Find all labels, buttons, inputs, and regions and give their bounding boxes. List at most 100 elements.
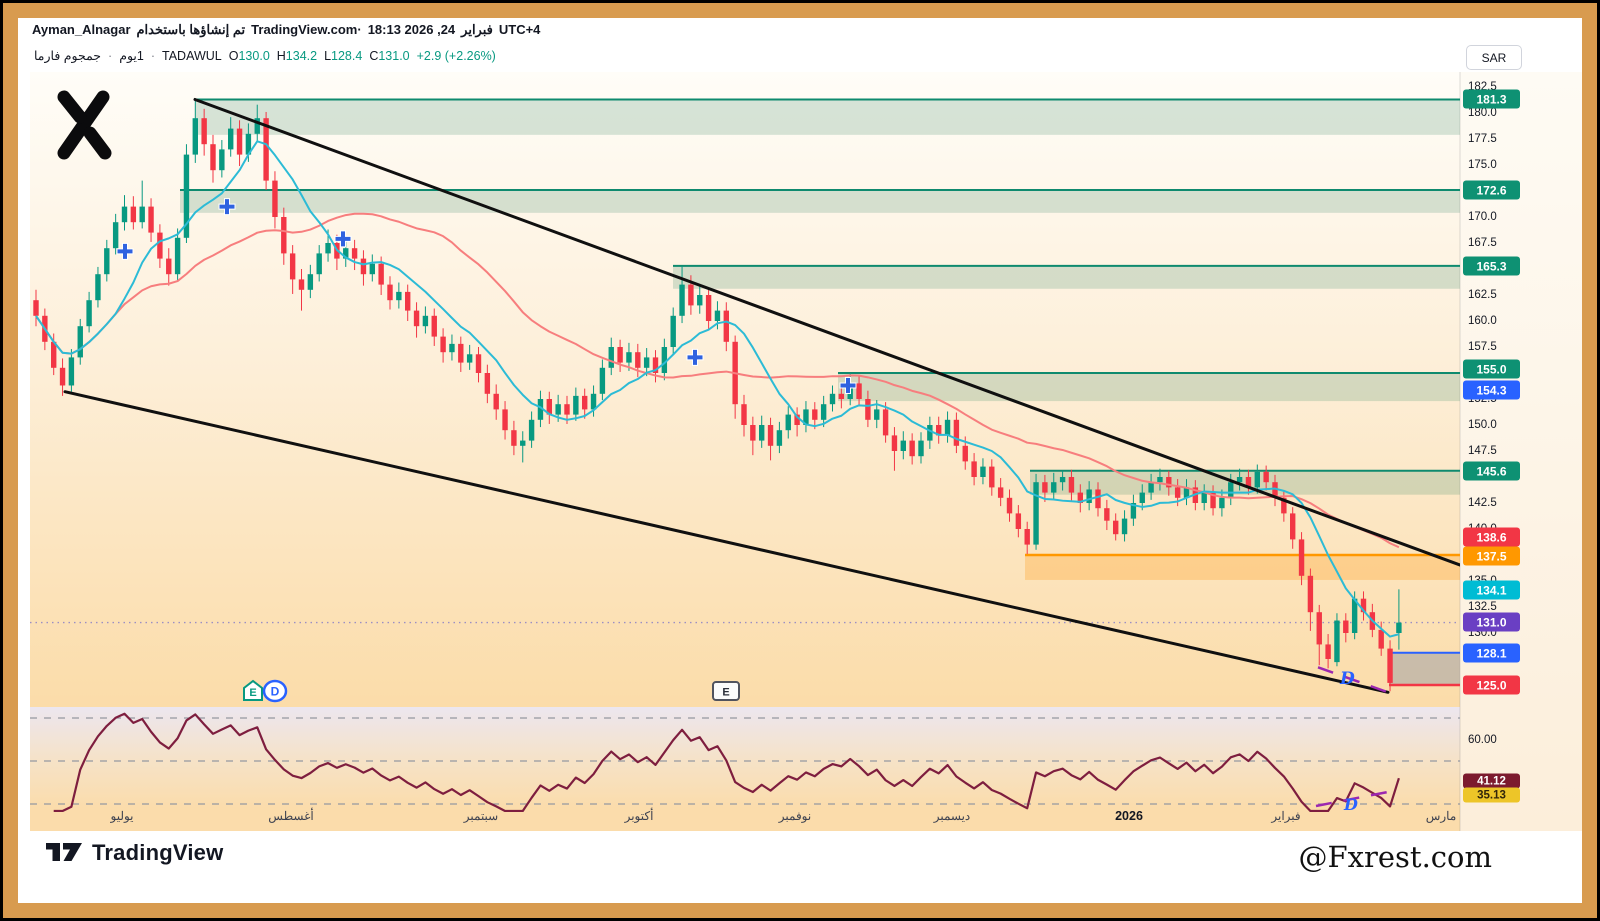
fast-ma-line (35, 140, 1400, 638)
candle (210, 134, 216, 183)
divergence-d-label: D (1339, 669, 1355, 689)
time-label[interactable]: فبراير (1271, 809, 1301, 823)
dividend-circle-letter: D (271, 685, 280, 699)
rsi-badge-35.13: 35.13 (1463, 787, 1520, 803)
candle (1113, 513, 1119, 541)
time-axis-strip (30, 808, 1460, 831)
interval-label[interactable]: 1يوم (119, 49, 144, 63)
symbol-info-line[interactable]: جمجوم فارما · 1يوم · TADAWUL O130.0 H134… (34, 48, 496, 63)
plus-marker[interactable] (218, 198, 236, 216)
plus-marker[interactable] (334, 230, 352, 248)
price-tick-132.5: 132.5 (1468, 601, 1497, 613)
candle (794, 407, 800, 437)
site-name: TradingView.com· (251, 22, 362, 37)
supply-zone-2[interactable] (673, 265, 1460, 289)
supply-zone-1[interactable] (180, 189, 1460, 213)
candle (405, 284, 411, 321)
price-tick-170.0: 170.0 (1468, 211, 1497, 223)
orange-zone[interactable] (1025, 555, 1460, 580)
candle (360, 250, 367, 286)
tradingview-logo-text: TradingView (92, 840, 224, 865)
price-tick-147.5: 147.5 (1468, 445, 1497, 457)
price-badge-137.5: 137.5 (1463, 546, 1520, 566)
candle (396, 282, 402, 309)
candle (502, 401, 508, 440)
candle (1166, 470, 1172, 496)
candle (422, 306, 429, 334)
divergence-line-price[interactable] (1317, 666, 1389, 694)
dividend-circle-icon[interactable] (262, 679, 288, 703)
candle (449, 334, 455, 361)
candle (697, 286, 703, 314)
candle (59, 358, 66, 396)
change-value: +2.9 (+2.26%) (416, 49, 496, 63)
plus-marker[interactable] (686, 348, 704, 366)
time-label[interactable]: 2026 (1115, 809, 1143, 823)
target-box[interactable] (1389, 652, 1460, 685)
trendline-1[interactable] (63, 390, 1390, 694)
candle (1051, 472, 1057, 500)
candle (750, 416, 756, 456)
candle (714, 301, 721, 330)
price-badge-172.6: 172.6 (1463, 180, 1520, 200)
ohlc-open: O130.0 (228, 49, 270, 63)
candle (520, 431, 526, 463)
divergence-d-label-rsi: D (1343, 795, 1358, 814)
candle (1290, 507, 1296, 549)
supply-zone-0[interactable] (195, 99, 1460, 135)
candle (475, 347, 482, 383)
candle (1130, 494, 1137, 526)
time-label[interactable]: ديسمبر (933, 809, 971, 823)
timezone: UTC+4 (498, 22, 541, 37)
candle (413, 302, 420, 338)
rsi-pane[interactable] (30, 707, 1460, 808)
candle (909, 433, 915, 465)
supply-zone-4[interactable] (1030, 470, 1460, 495)
candle (723, 302, 729, 352)
price-plot-group: DE D E (30, 97, 1461, 703)
separator-dot: · (150, 49, 156, 63)
slow-ma-line (35, 212, 1400, 549)
candle (431, 308, 437, 346)
candle (458, 336, 464, 372)
time-label[interactable]: نوفمبر (778, 809, 812, 823)
currency-button[interactable]: SAR (1466, 45, 1522, 70)
time-label[interactable]: أكتوبر (624, 809, 654, 823)
candle (918, 432, 924, 464)
watermark-credit: @Fxrest.com (1298, 840, 1492, 874)
candle (590, 385, 597, 417)
price-tick-160.0: 160.0 (1468, 315, 1497, 327)
symbol-name[interactable]: جمجوم فارما (34, 49, 102, 63)
candle (936, 416, 942, 444)
supply-zone-3[interactable] (838, 373, 1460, 402)
candle (1334, 613, 1340, 667)
plus-marker[interactable] (839, 376, 857, 394)
divergence-line-rsi[interactable] (1315, 788, 1399, 808)
tradingview-brand[interactable]: TradingView (44, 836, 223, 870)
trendline-0[interactable] (193, 97, 1461, 567)
candle (953, 412, 960, 454)
candle (121, 195, 128, 231)
candle (112, 213, 119, 255)
candle (1006, 489, 1013, 522)
candle (316, 245, 322, 282)
time-label[interactable]: مارس (1425, 809, 1457, 823)
earnings-flag-letter: E (249, 687, 256, 699)
plus-marker[interactable] (116, 242, 134, 260)
time-label[interactable]: سبتمبر (463, 809, 499, 823)
candle (643, 348, 650, 377)
candle (104, 239, 110, 282)
time-label[interactable]: أغسطس (268, 809, 314, 823)
candle (1033, 473, 1039, 550)
earnings-box-icon[interactable] (712, 681, 740, 701)
price-badge-134.1: 134.1 (1463, 580, 1520, 600)
candle (652, 350, 659, 383)
candle (759, 415, 765, 448)
candle (1316, 604, 1322, 666)
earnings-flag-icon[interactable] (243, 679, 263, 701)
price-badge-138.6: 138.6 (1463, 527, 1520, 547)
candle (980, 458, 986, 485)
time-label[interactable]: يوليو (110, 809, 134, 823)
candle (1325, 634, 1331, 669)
candle (1378, 621, 1384, 656)
